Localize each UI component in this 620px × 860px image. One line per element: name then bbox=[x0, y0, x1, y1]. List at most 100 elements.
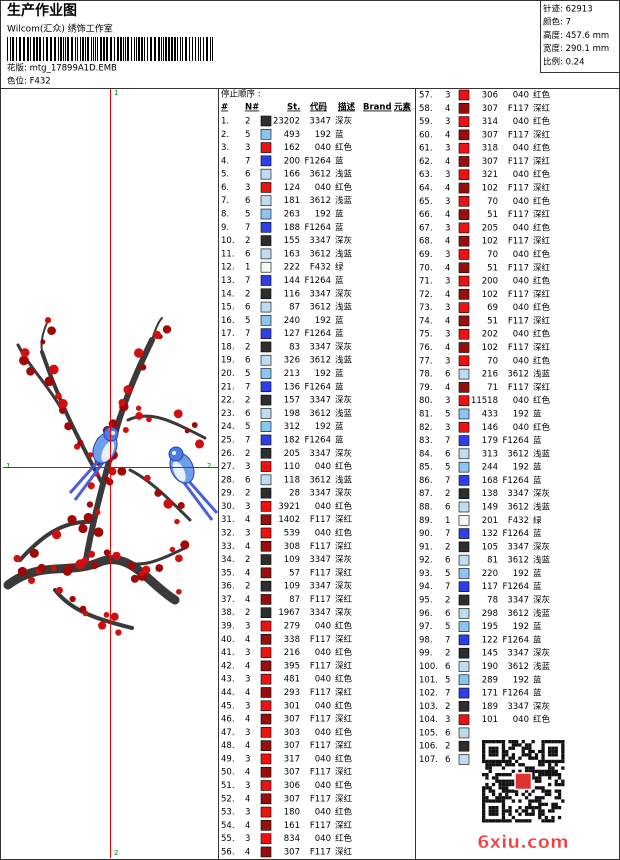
code: F117 bbox=[508, 263, 529, 273]
qr-module bbox=[541, 756, 545, 760]
blossom bbox=[175, 554, 183, 563]
qr-module bbox=[495, 812, 499, 816]
code: 040 bbox=[513, 715, 529, 725]
row-index: 69. bbox=[419, 250, 433, 260]
description: 浅蓝 bbox=[335, 408, 353, 419]
blossom bbox=[103, 476, 110, 482]
needle: 5 bbox=[445, 622, 450, 632]
code: F1264 bbox=[304, 435, 331, 445]
qr-module bbox=[557, 792, 562, 797]
code: 3612 bbox=[309, 196, 331, 206]
qr-module bbox=[524, 796, 529, 800]
marker: 2 bbox=[207, 462, 211, 470]
code: 192 bbox=[315, 422, 331, 432]
qr-module bbox=[498, 786, 502, 790]
description: 红色 bbox=[533, 249, 551, 260]
row-index: 86. bbox=[419, 476, 433, 486]
qr-module bbox=[488, 806, 492, 810]
row-index: 66. bbox=[419, 210, 433, 220]
code: 192 bbox=[513, 569, 529, 579]
description: 红色 bbox=[335, 182, 353, 193]
column-header: 描述 bbox=[338, 102, 356, 113]
blossom bbox=[98, 621, 107, 630]
qr-module bbox=[482, 740, 486, 744]
swatch bbox=[458, 342, 470, 353]
needle: 7 bbox=[445, 635, 450, 645]
row-index: 27. bbox=[221, 462, 235, 472]
code: 3347 bbox=[309, 489, 331, 499]
qr-module bbox=[501, 812, 506, 816]
description: 浅蓝 bbox=[335, 302, 353, 313]
qr-module bbox=[495, 749, 499, 754]
bar bbox=[192, 37, 193, 61]
row-index: 54. bbox=[221, 821, 235, 831]
bar bbox=[65, 37, 66, 61]
bar bbox=[182, 37, 183, 61]
stitches: 127 bbox=[284, 329, 300, 339]
needle: 3 bbox=[245, 781, 250, 791]
column-header: Brand bbox=[363, 103, 392, 113]
code: 040 bbox=[513, 223, 529, 233]
stitches: 493 bbox=[284, 130, 300, 140]
blossom bbox=[82, 610, 89, 617]
row-index: 36. bbox=[221, 582, 235, 592]
qr-module bbox=[482, 819, 486, 823]
blossom bbox=[155, 564, 164, 572]
qr-module bbox=[505, 779, 509, 783]
stitches: 298 bbox=[482, 609, 498, 619]
code: 040 bbox=[513, 356, 529, 366]
qr-module bbox=[498, 792, 502, 797]
qr-module bbox=[551, 766, 555, 770]
qr-module bbox=[491, 763, 496, 767]
qr-module bbox=[508, 779, 512, 783]
description: 蓝 bbox=[335, 328, 344, 339]
row-index: 18. bbox=[221, 342, 235, 352]
needle: 2 bbox=[445, 702, 450, 712]
description: 红色 bbox=[335, 753, 353, 764]
description: 红色 bbox=[335, 501, 353, 512]
qr-module bbox=[534, 753, 539, 757]
qr-module bbox=[508, 763, 512, 767]
code: F1264 bbox=[502, 476, 529, 486]
qr-module bbox=[482, 799, 486, 803]
qr-module bbox=[538, 773, 542, 777]
code: F117 bbox=[508, 210, 529, 220]
description: 红色 bbox=[335, 700, 353, 711]
qr-module bbox=[551, 809, 555, 813]
qr-module bbox=[485, 773, 489, 777]
qr-module bbox=[548, 809, 552, 813]
row-index: 107. bbox=[419, 755, 438, 765]
row-index: 100. bbox=[419, 662, 438, 672]
blossom bbox=[47, 326, 56, 336]
qr-module bbox=[521, 809, 525, 813]
stitches: 205 bbox=[284, 449, 300, 459]
qr-module bbox=[524, 819, 529, 823]
description: 深灰 bbox=[335, 235, 352, 246]
qr-module bbox=[491, 799, 496, 803]
branch bbox=[18, 519, 94, 562]
stitches: 3921 bbox=[278, 502, 300, 512]
stitches: 51 bbox=[487, 210, 498, 220]
swatch bbox=[458, 182, 470, 194]
row-index: 68. bbox=[419, 237, 433, 247]
code: F117 bbox=[310, 821, 331, 831]
code: 192 bbox=[315, 369, 331, 379]
code: F117 bbox=[508, 316, 529, 326]
description: 红色 bbox=[335, 780, 353, 791]
qr-module bbox=[541, 763, 545, 767]
description: 红色 bbox=[335, 527, 353, 538]
stitches: 117 bbox=[482, 582, 498, 592]
qr-module bbox=[544, 802, 548, 806]
qr-module bbox=[482, 796, 486, 800]
qr-module bbox=[482, 792, 486, 797]
code: F1264 bbox=[502, 689, 529, 699]
stitches: 307 bbox=[284, 794, 300, 804]
needle: 2 bbox=[245, 342, 250, 352]
qr-module bbox=[541, 819, 545, 823]
qr-module bbox=[554, 782, 558, 787]
row-index: 31. bbox=[221, 515, 235, 525]
qr-module bbox=[491, 782, 496, 787]
bar bbox=[154, 37, 156, 61]
bar bbox=[158, 37, 160, 61]
swatch bbox=[458, 647, 470, 659]
